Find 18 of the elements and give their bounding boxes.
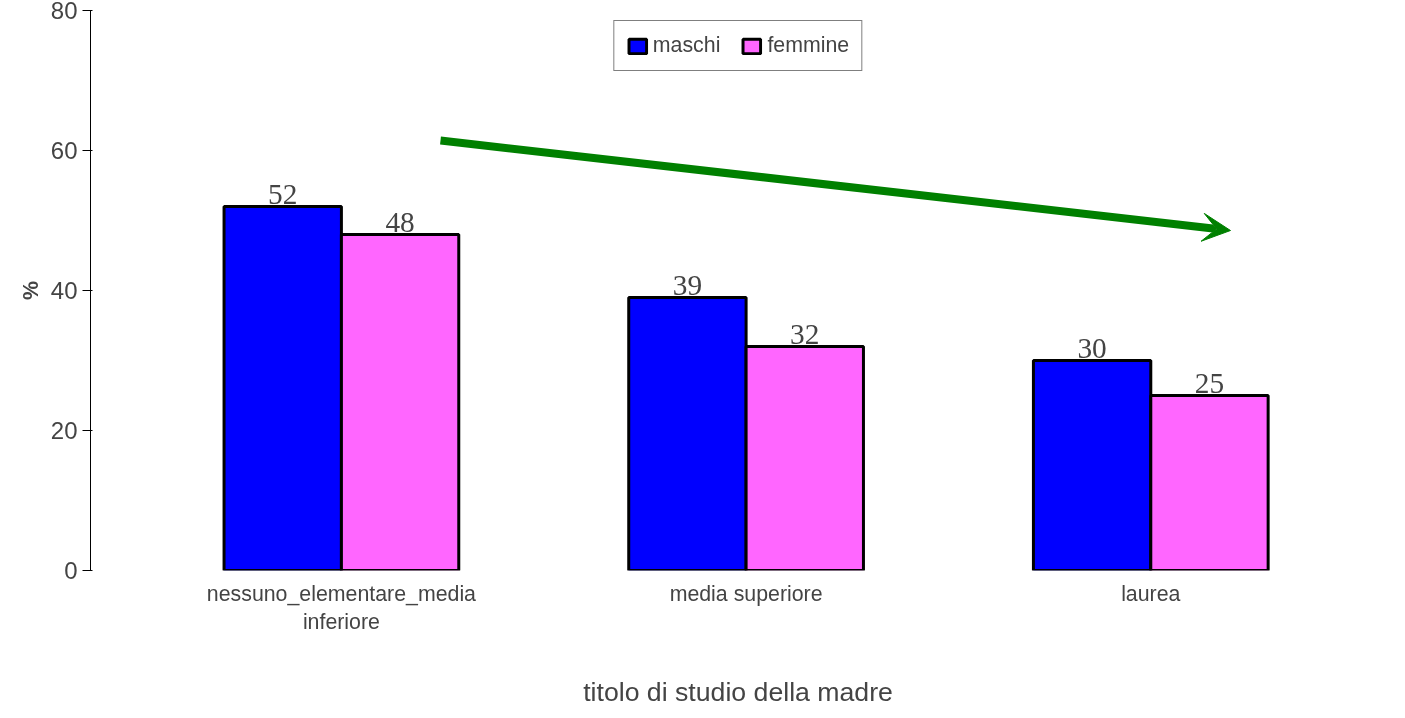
x-axis-title: titolo di studio della madre [583,677,893,708]
legend-label: femmine [767,33,850,58]
data-label: 32 [790,317,820,350]
y-tick-label: 40 [50,277,78,304]
y-tick-label: 80 [50,0,78,24]
data-label: 48 [385,205,415,238]
y-tick-label: 0 [64,557,78,584]
data-label: 25 [1194,366,1225,399]
y-tick-label: 20 [50,417,78,444]
data-label: 52 [268,177,298,210]
data-label: 39 [672,268,703,301]
y-axis-title: % [18,280,43,300]
y-tick-label: 60 [50,137,78,164]
x-tick-label: nessuno_elementare_media inferiore [206,581,477,635]
x-tick-label: media superiore [669,581,823,606]
data-label: 30 [1077,331,1107,364]
legend-label: maschi [652,33,721,58]
x-tick-label: laurea [1121,581,1181,606]
